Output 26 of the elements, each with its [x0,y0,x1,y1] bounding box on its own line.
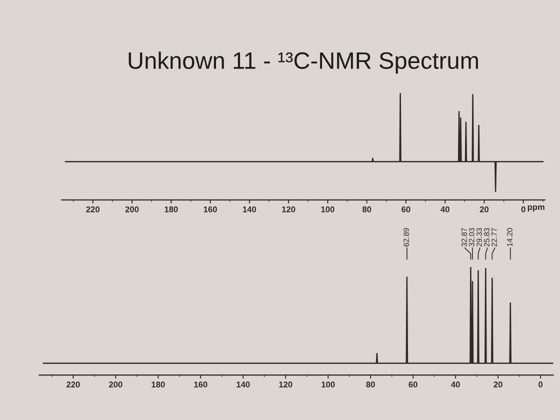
x-tick-label: 40 [451,382,460,388]
x-tick-label: 0 [521,206,526,212]
x-tick-label: 20 [494,382,502,388]
x-tick-label: 40 [440,206,450,212]
x-tick-label: 100 [322,382,335,388]
x-tick-label: 180 [152,382,165,388]
x-tick-label: 220 [66,382,80,388]
chart-title: Unknown 11 - ¹³C-NMR Spectrum [128,52,478,74]
x-tick-label: 180 [164,206,178,212]
x-tick-label: 160 [204,206,217,212]
x-axis-title: ppm [528,205,544,212]
x-tick-label: 60 [402,206,410,212]
x-tick-label: 80 [366,382,375,388]
x-tick-label: 80 [362,206,372,212]
x-tick-label: 160 [194,382,208,388]
x-tick-label: 120 [282,206,296,212]
x-tick-label: 20 [480,206,489,212]
x-tick-label: 140 [236,382,250,388]
x-tick-label: 220 [86,206,100,212]
x-tick-label: 100 [321,206,334,212]
x-tick-label: 140 [243,206,256,212]
x-tick-label: 60 [408,382,418,388]
x-tick-label: 200 [125,206,139,212]
x-tick-label: 120 [279,382,292,388]
x-tick-label: 0 [538,382,543,388]
x-tick-label: 200 [109,382,122,388]
